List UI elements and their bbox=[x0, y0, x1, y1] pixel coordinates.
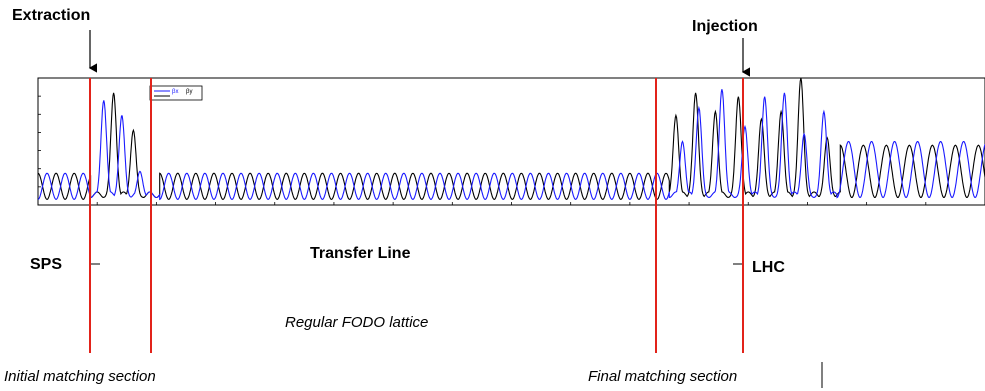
legend: βx βy bbox=[149, 85, 203, 101]
final-matching-label: Final matching section bbox=[588, 368, 738, 385]
initial-matching-label: Initial matching section bbox=[4, 368, 156, 385]
lhc-label: LHC bbox=[752, 259, 785, 276]
legend-entry-bx: βx bbox=[172, 89, 178, 95]
sps-label: SPS bbox=[30, 256, 63, 273]
injection-boundary-line bbox=[742, 78, 744, 353]
x-axis-ticks bbox=[37, 202, 985, 205]
transfer-line-label: Transfer Line bbox=[310, 245, 411, 262]
extraction-boundary-line bbox=[89, 78, 91, 353]
y-axis-ticks bbox=[38, 77, 41, 206]
beta-x-series bbox=[37, 89, 985, 201]
fodo-end-line bbox=[655, 78, 657, 353]
legend-entry-by: βy bbox=[186, 89, 192, 95]
fodo-start-line bbox=[150, 78, 152, 353]
beta-y-series bbox=[37, 77, 985, 201]
extraction-label: Extraction bbox=[12, 7, 91, 24]
injection-label: Injection bbox=[692, 18, 758, 35]
regular-fodo-label: Regular FODO lattice bbox=[285, 314, 429, 331]
